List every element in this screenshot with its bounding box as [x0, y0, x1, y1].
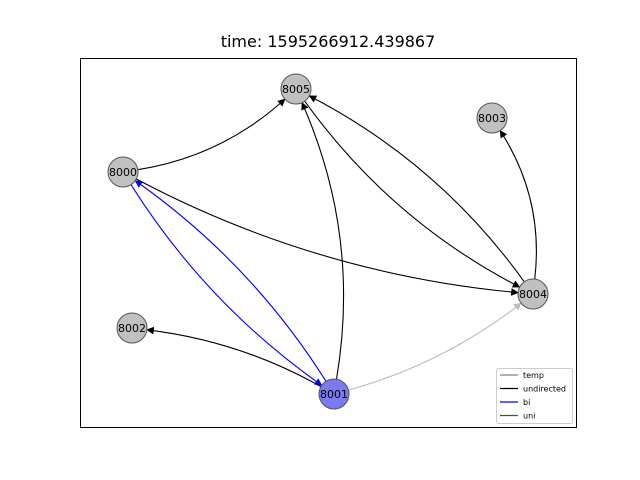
edge-8000-to-8005	[137, 98, 286, 171]
legend-box	[496, 368, 573, 424]
edge-8000-to-8004	[136, 178, 519, 296]
legend: temp undirected bi uni	[496, 368, 573, 424]
node-8003: 8003	[476, 102, 508, 134]
node-8001: 8001	[318, 378, 350, 410]
node-8002-circle	[116, 312, 148, 344]
node-8005-label: 8005	[282, 83, 310, 96]
edge-8004-to-8005	[308, 95, 525, 283]
nodes-layer: 8000 8001 8002 8003 8004 8005	[107, 73, 549, 410]
node-8004: 8004	[517, 278, 549, 310]
node-8001-circle	[318, 378, 350, 410]
edge-8005-to-8004	[304, 100, 521, 288]
node-8004-label: 8004	[519, 288, 547, 301]
legend-undirected-label: undirected	[523, 385, 566, 394]
node-8003-label: 8003	[478, 112, 506, 125]
edge-8004-to-8003	[499, 129, 537, 280]
node-8002: 8002	[116, 312, 148, 344]
legend-temp-label: temp	[523, 371, 544, 380]
node-8000-circle	[107, 156, 139, 188]
edges-layer	[130, 95, 537, 391]
node-8001-label: 8001	[320, 388, 348, 401]
node-8002-label: 8002	[118, 322, 146, 335]
edge-8000-to-8001	[130, 184, 323, 386]
diagram-title: time: 1595266912.439867	[220, 32, 436, 51]
node-8003-circle	[476, 102, 508, 134]
node-8005-circle	[280, 73, 312, 105]
edge-8001-to-8000	[134, 180, 327, 382]
edge-8001-to-8005	[301, 102, 345, 380]
node-8000-label: 8000	[109, 166, 137, 179]
plot-frame	[80, 58, 577, 428]
legend-uni-label: uni	[523, 412, 535, 421]
node-8005: 8005	[280, 73, 312, 105]
edge-8001-to-8004	[348, 302, 522, 391]
legend-bi-label: bi	[523, 398, 530, 407]
node-8000: 8000	[107, 156, 139, 188]
edge-8001-to-8002	[146, 326, 322, 388]
node-8004-circle	[517, 278, 549, 310]
